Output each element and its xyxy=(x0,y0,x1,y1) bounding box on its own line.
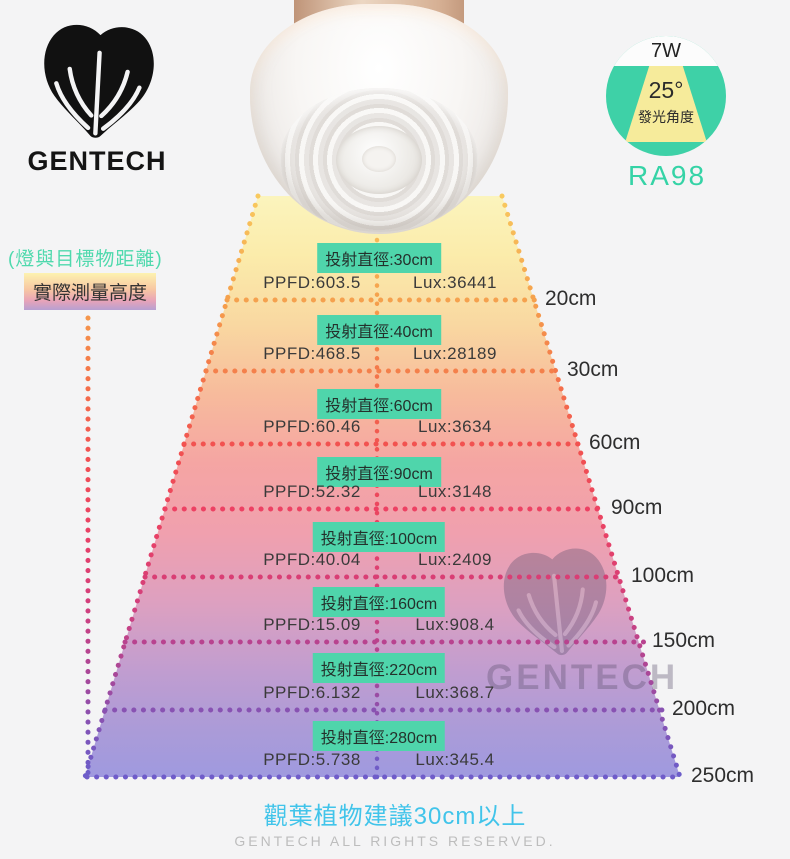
ppfd-value: PPFD:468.5 xyxy=(263,344,361,363)
diameter-chip: 投射直徑:160cm xyxy=(312,587,446,617)
diameter-chip: 投射直徑:60cm xyxy=(317,389,441,419)
distance-note: (燈與目標物距離) xyxy=(8,249,163,270)
distance-label: 250cm xyxy=(691,764,755,787)
distance-label: 60cm xyxy=(589,431,641,454)
diameter-chip: 投射直徑:40cm xyxy=(317,315,441,345)
brand-logo-text: GENTECH xyxy=(27,146,167,176)
lux-value: Lux:28189 xyxy=(413,344,497,363)
diameter-chip: 投射直徑:30cm xyxy=(317,243,441,273)
lux-value: Lux:368.7 xyxy=(415,683,495,702)
watermark-monstera-leaf-icon xyxy=(503,548,607,656)
badge-light-cone-icon: 25° 發光角度 xyxy=(625,66,707,142)
ppfd-value: PPFD:6.132 xyxy=(263,683,361,702)
plant-advice-text: 觀葉植物建議30cm以上 xyxy=(263,803,527,830)
distance-label: 150cm xyxy=(652,629,716,652)
watermark-brand: GENTECH xyxy=(486,658,679,697)
lux-value: Lux:3148 xyxy=(418,482,492,501)
ppfd-value: PPFD:52.32 xyxy=(263,482,361,501)
wattage-label: 7W xyxy=(606,36,726,66)
distance-label: 20cm xyxy=(545,287,597,310)
distance-label: 30cm xyxy=(567,358,619,381)
lux-value: Lux:908.4 xyxy=(415,615,495,634)
diameter-chip: 投射直徑:220cm xyxy=(312,653,446,683)
lux-value: Lux:3634 xyxy=(418,417,492,436)
led-bulb-image xyxy=(250,0,508,240)
measured-height-label: 實際測量高度 xyxy=(24,273,157,310)
cri-label: RA98 xyxy=(627,160,707,191)
beam-angle-badge: 7W 25° 發光角度 xyxy=(606,36,726,156)
ppfd-value: PPFD:603.5 xyxy=(263,273,361,292)
ppfd-value: PPFD:40.04 xyxy=(263,550,361,569)
diameter-chip: 投射直徑:90cm xyxy=(317,457,441,487)
monstera-leaf-icon xyxy=(44,24,154,138)
diameter-chip: 投射直徑:100cm xyxy=(312,522,446,552)
ppfd-value: PPFD:5.738 xyxy=(263,750,361,769)
distance-label: 100cm xyxy=(631,564,695,587)
diameter-chip: 投射直徑:280cm xyxy=(312,721,446,751)
lux-value: Lux:36441 xyxy=(413,273,497,292)
beam-angle-label: 發光角度 xyxy=(638,109,694,125)
distance-label: 200cm xyxy=(672,697,736,720)
bulb-led-chip xyxy=(362,146,396,172)
ppfd-value: PPFD:60.46 xyxy=(263,417,361,436)
distance-label: 90cm xyxy=(611,496,663,519)
copyright-text: GENTECH ALL RIGHTS RESERVED. xyxy=(234,833,556,849)
ppfd-value: PPFD:15.09 xyxy=(263,615,361,634)
beam-angle-value: 25° xyxy=(648,77,684,103)
lux-value: Lux:345.4 xyxy=(415,750,495,769)
lux-value: Lux:2409 xyxy=(418,550,492,569)
